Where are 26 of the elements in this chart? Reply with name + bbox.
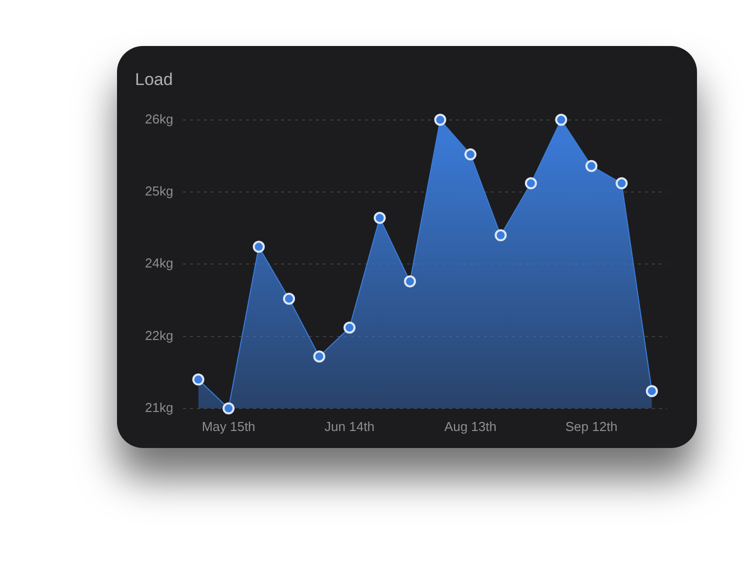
y-tick-label: 25kg [144, 184, 174, 199]
point [524, 177, 537, 190]
point [494, 229, 507, 242]
y-tick-label: 24kg [144, 256, 174, 271]
point [344, 322, 356, 334]
point [464, 148, 476, 160]
point [252, 240, 265, 253]
x-tick-label: Jun 14th [324, 418, 374, 434]
point [404, 275, 416, 288]
point [374, 212, 386, 224]
point [555, 114, 568, 126]
x-tick-label: May 15th [202, 418, 256, 434]
y-tick-label: 22kg [144, 328, 174, 343]
y-tick-label: 21kg [144, 400, 174, 415]
chart-title: Load [135, 70, 173, 90]
point [222, 402, 235, 414]
point [434, 114, 446, 126]
point [616, 177, 628, 190]
point [192, 374, 204, 386]
x-tick-label: Sep 12th [565, 418, 618, 434]
x-tick-label: Aug 13th [444, 418, 496, 434]
point [313, 350, 326, 362]
point [585, 160, 598, 172]
point [283, 292, 296, 305]
point [646, 385, 658, 398]
y-tick-label: 26kg [144, 111, 174, 126]
